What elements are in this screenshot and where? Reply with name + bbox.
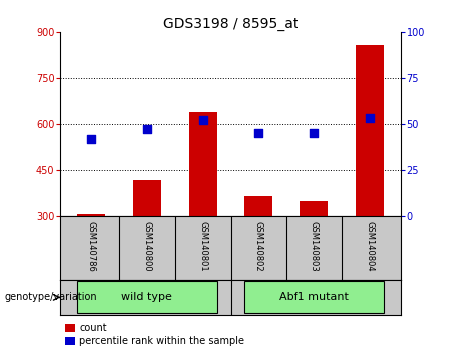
Title: GDS3198 / 8595_at: GDS3198 / 8595_at xyxy=(163,17,298,31)
Point xyxy=(87,136,95,142)
Point xyxy=(366,115,374,121)
Point xyxy=(199,118,206,123)
Text: GSM140801: GSM140801 xyxy=(198,221,207,272)
Text: GSM140804: GSM140804 xyxy=(366,221,375,272)
Bar xyxy=(244,196,272,216)
Text: GSM140802: GSM140802 xyxy=(254,221,263,272)
Point xyxy=(255,130,262,136)
Bar xyxy=(133,180,160,216)
Text: GSM140786: GSM140786 xyxy=(86,221,95,272)
Text: wild type: wild type xyxy=(121,292,172,302)
Bar xyxy=(301,201,328,216)
Bar xyxy=(244,281,384,313)
Bar xyxy=(77,214,105,216)
Text: GSM140800: GSM140800 xyxy=(142,221,151,272)
Bar xyxy=(77,281,217,313)
Text: GSM140803: GSM140803 xyxy=(310,221,319,272)
Bar xyxy=(189,112,217,216)
Point xyxy=(143,127,150,132)
Text: Abf1 mutant: Abf1 mutant xyxy=(279,292,349,302)
Point xyxy=(311,130,318,136)
Legend: count, percentile rank within the sample: count, percentile rank within the sample xyxy=(65,324,244,346)
Bar xyxy=(356,45,384,216)
Text: genotype/variation: genotype/variation xyxy=(5,292,97,302)
